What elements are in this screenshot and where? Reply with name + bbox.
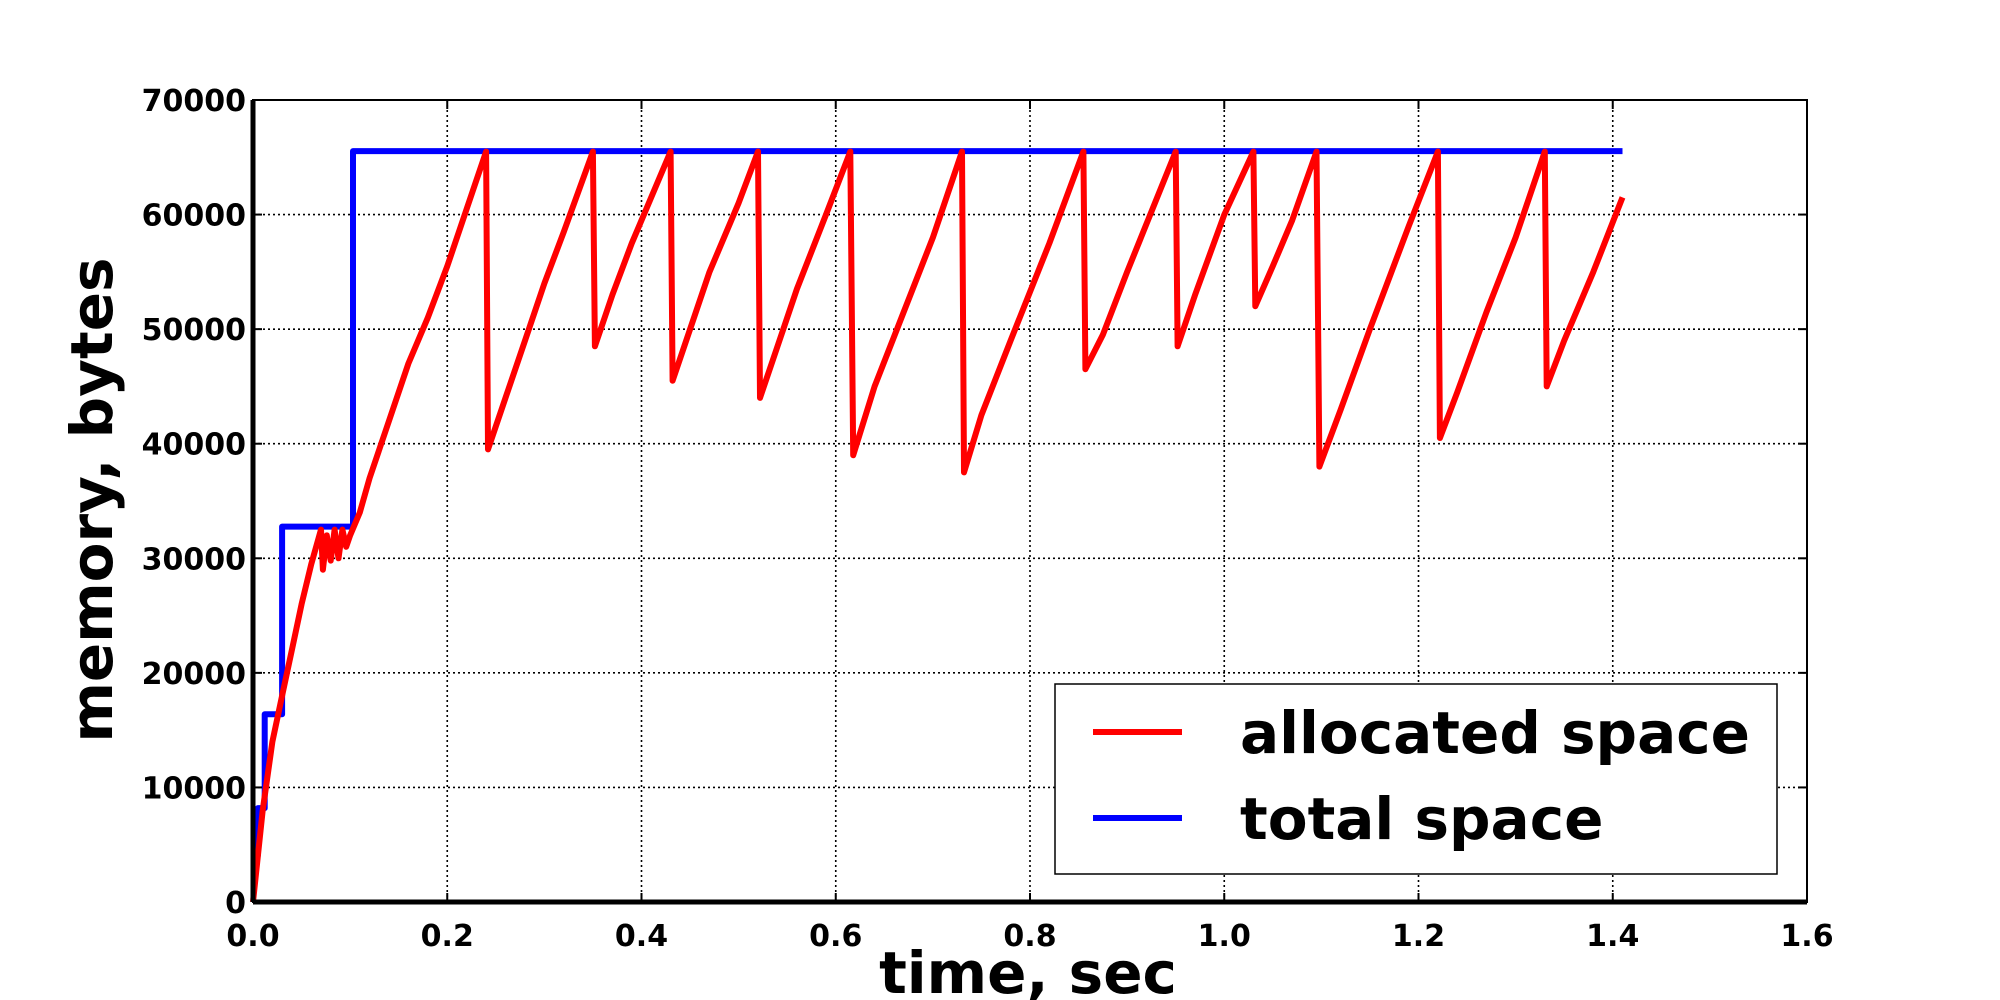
x-tick-label: 0.2 [421,919,474,954]
x-tick-label: 0.4 [615,919,668,954]
y-tick-label: 50000 [142,313,246,348]
y-tick-label: 20000 [142,657,246,692]
x-tick-label: 1.4 [1586,919,1639,954]
legend: allocated space total space [1054,683,1778,875]
y-tick-label: 30000 [142,542,246,577]
y-tick-label: 40000 [142,428,246,463]
x-tick-label: 0.8 [1003,919,1056,954]
y-tick-label: 60000 [142,199,246,234]
legend-label-allocated-space: allocated space [1240,699,1750,767]
legend-box [1054,683,1778,875]
y-axis-label: memory, bytes [58,257,126,742]
x-tick-label: 0.6 [809,919,862,954]
x-tick-label: 1.2 [1392,919,1445,954]
y-tick-label: 0 [225,886,246,921]
y-tick-label: 10000 [142,771,246,806]
series-layer [250,148,1626,903]
series-line-allocated-space [250,148,1626,903]
legend-label-total-space: total space [1240,785,1603,853]
y-tick-label: 70000 [142,84,246,119]
y-tick-labels: 0 10000 20000 30000 40000 50000 60000 70000 [142,84,246,921]
x-tick-label: 1.6 [1780,919,1833,954]
tick-layer [252,99,1808,903]
x-tick-label: 0.0 [226,919,279,954]
x-axis-label: time, sec [879,939,1177,1000]
x-tick-label: 1.0 [1198,919,1251,954]
x-tick-labels: 0.0 0.2 0.4 0.6 0.8 1.0 1.2 1.4 1.6 [226,919,1833,954]
